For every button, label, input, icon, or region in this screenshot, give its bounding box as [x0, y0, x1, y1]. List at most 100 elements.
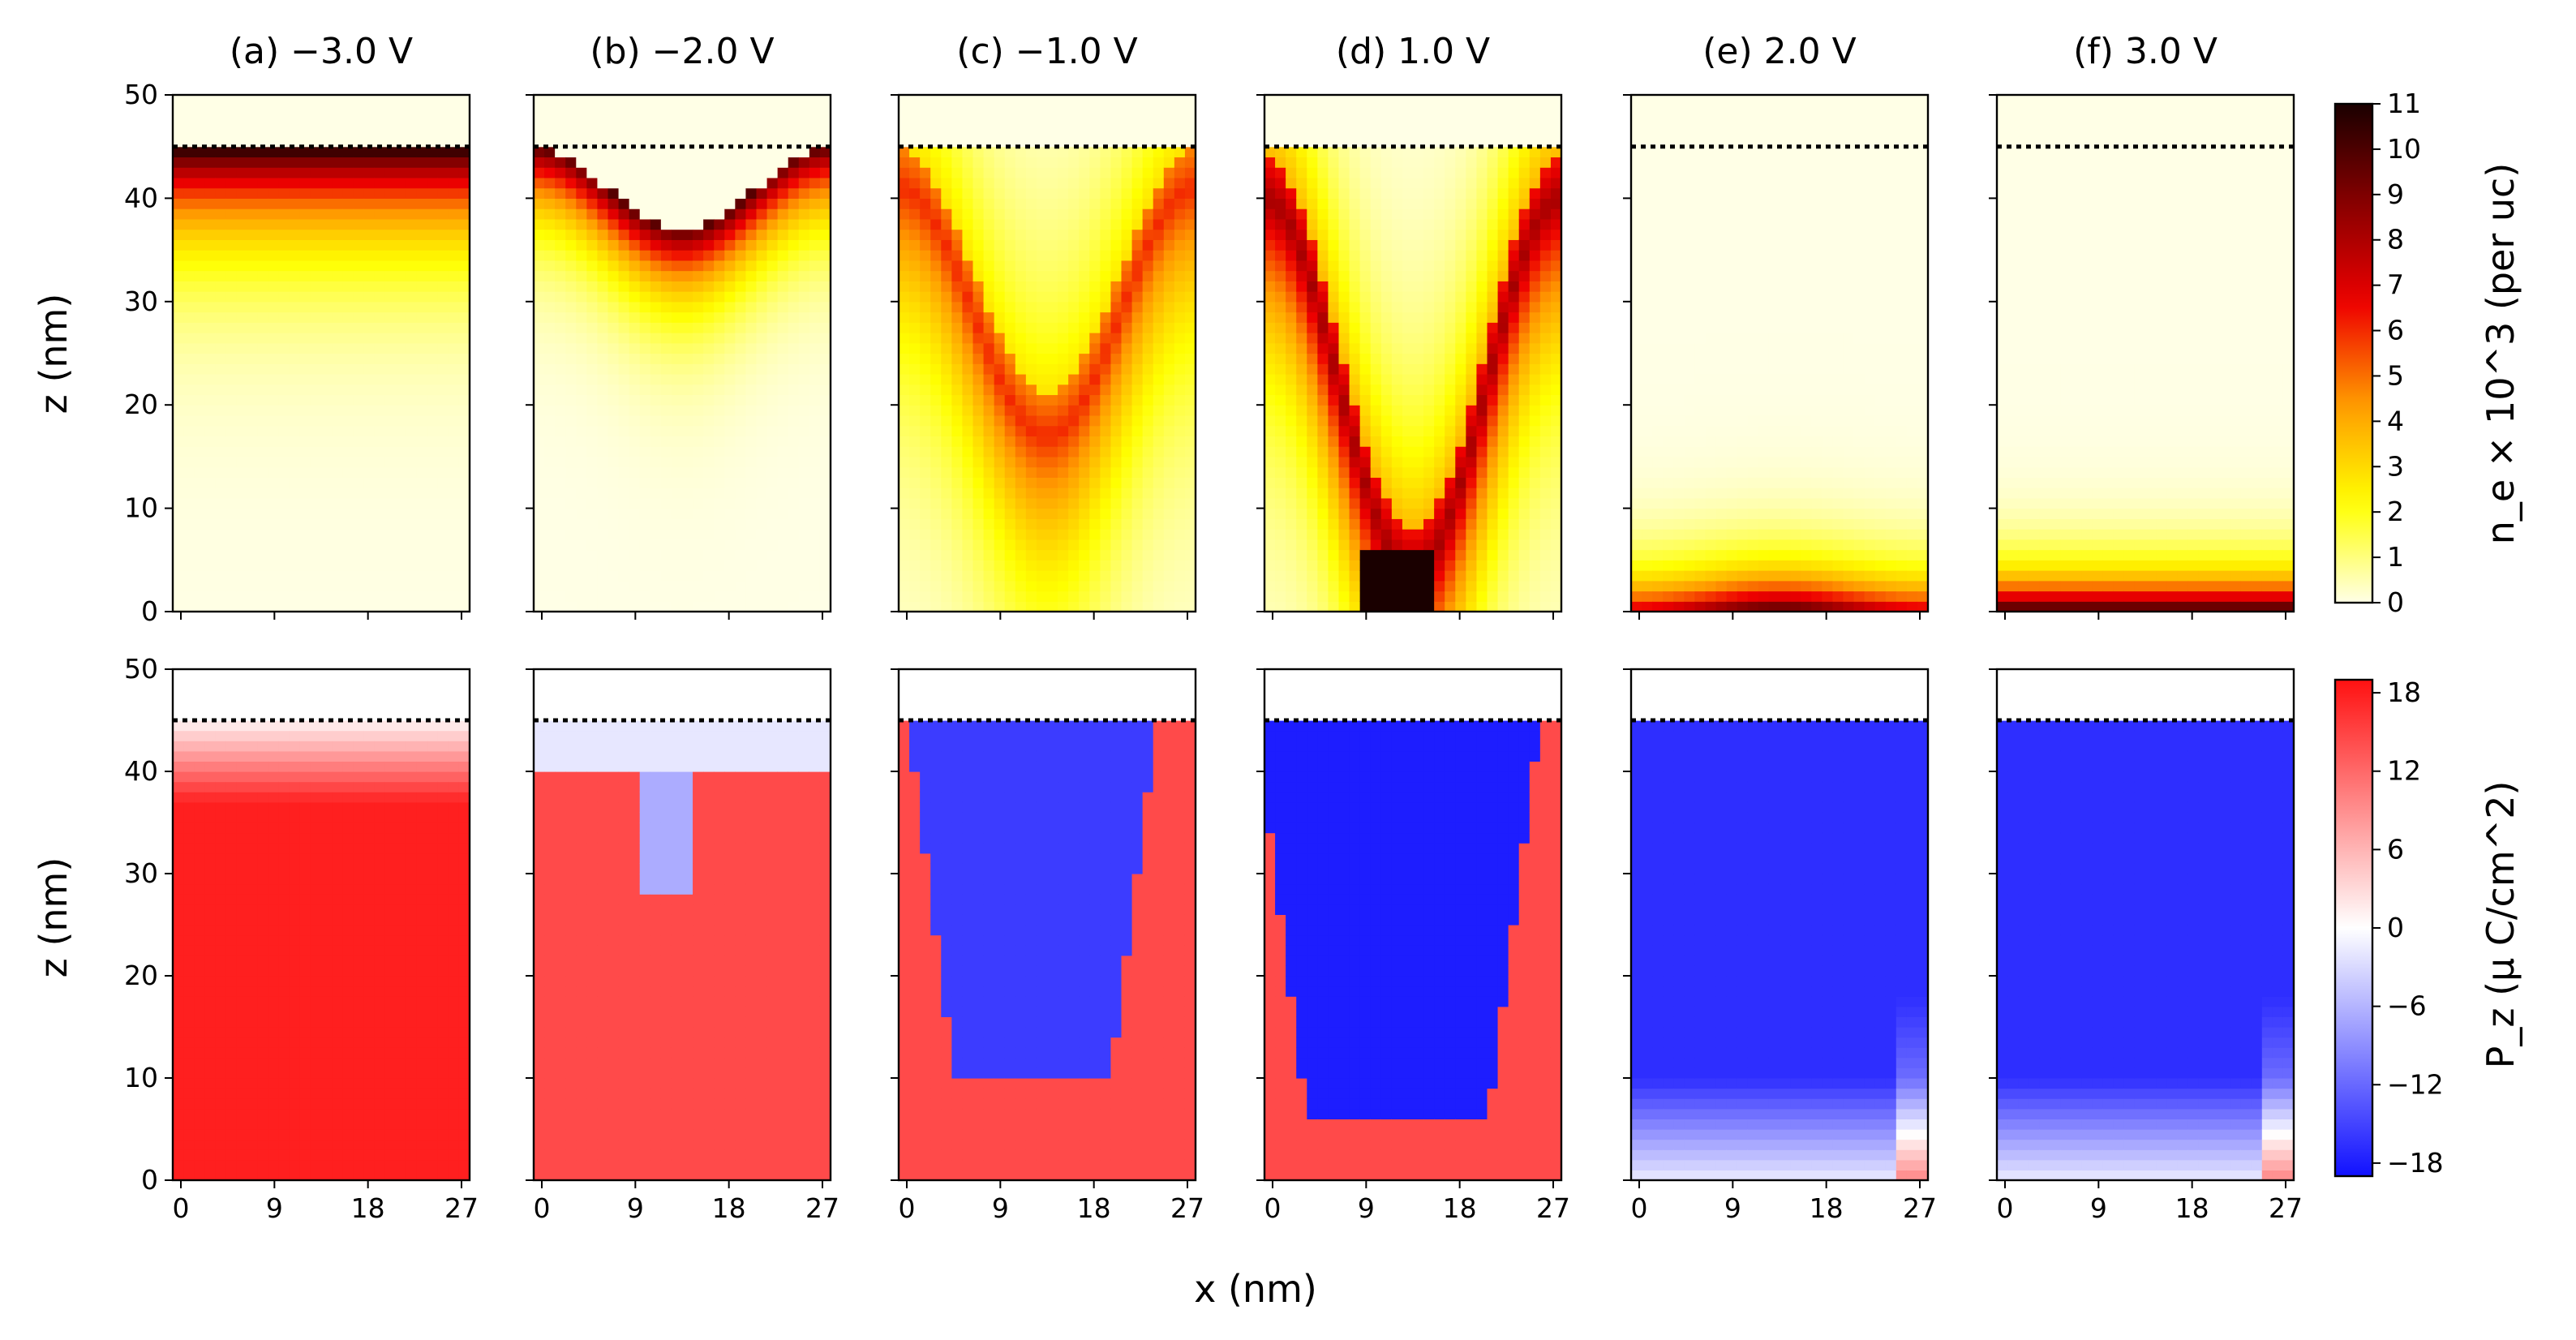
ne-cell [236, 260, 248, 272]
pz-cell [236, 801, 248, 813]
ne-cell [809, 311, 821, 323]
ne-cell [629, 560, 641, 571]
pz-cell [660, 1016, 672, 1028]
ne-cell [278, 539, 290, 551]
ne-cell [278, 549, 290, 560]
ne-cell [236, 394, 248, 406]
pz-cell [534, 1170, 545, 1181]
ne-cell [289, 229, 301, 240]
pz-cell [416, 883, 428, 895]
pz-cell [639, 1047, 651, 1059]
pz-cell [225, 1098, 238, 1110]
pz-cell [660, 904, 672, 915]
ne-cell [384, 250, 397, 261]
ne-cell [798, 487, 810, 499]
pz-cell [576, 955, 587, 966]
ne-cell [321, 311, 333, 323]
pz-cell [342, 894, 354, 905]
ne-cell [458, 414, 470, 427]
pz-cell [384, 750, 397, 762]
pz-cell [310, 894, 322, 905]
pz-cell [342, 914, 354, 926]
pz-cell [437, 679, 449, 690]
pz-cell [225, 894, 238, 905]
ne-cell [215, 342, 226, 354]
pz-cell [618, 1108, 630, 1119]
ne-cell [703, 539, 715, 551]
pz-cell [608, 669, 620, 681]
ne-cell [225, 405, 238, 416]
ne-cell [374, 105, 386, 117]
ne-cell [173, 126, 184, 137]
pz-cell [586, 801, 599, 813]
pz-cell [597, 720, 609, 732]
pz-cell [608, 996, 620, 1007]
ne-cell [374, 384, 386, 396]
ne-cell [534, 580, 545, 592]
pz-cell [395, 1159, 407, 1170]
pz-cell [437, 710, 449, 721]
pz-cell [183, 1027, 195, 1038]
ne-cell [374, 456, 386, 468]
pz-cell [660, 853, 672, 864]
pz-cell [363, 853, 375, 864]
pz-cell [586, 1149, 599, 1161]
ne-cell [671, 157, 683, 168]
pz-cell [374, 822, 386, 834]
ne-cell [682, 146, 693, 158]
pz-cell [332, 1006, 343, 1017]
ne-cell [819, 167, 831, 178]
ne-cell [183, 115, 195, 127]
ne-cell [576, 270, 587, 281]
ne-cell [724, 539, 736, 551]
pz-cell [332, 1016, 343, 1028]
pz-cell [650, 955, 662, 966]
pz-cell [534, 1006, 545, 1017]
ne-cell [798, 301, 810, 313]
ne-cell [745, 353, 758, 364]
ne-cell [788, 322, 800, 333]
ne-cell [173, 270, 184, 281]
ne-cell [693, 342, 704, 354]
ne-cell [395, 135, 407, 148]
pz-cell [448, 1129, 460, 1140]
ne-cell [693, 95, 704, 106]
ne-cell [437, 291, 449, 303]
pz-cell [608, 934, 620, 946]
pz-cell [406, 781, 418, 792]
ne-cell [693, 456, 704, 468]
pz-cell [257, 689, 269, 701]
pz-cell [225, 1159, 238, 1170]
ne-cell [608, 126, 620, 137]
pz-cell [363, 761, 375, 772]
ne-cell [756, 342, 768, 354]
pz-cell [215, 1078, 226, 1089]
ne-cell [576, 177, 587, 189]
ne-cell [671, 322, 683, 333]
ne-cell [555, 591, 566, 602]
ne-cell [268, 425, 280, 437]
ne-cell [384, 466, 397, 478]
ne-cell [618, 177, 630, 189]
pz-cell [257, 1016, 269, 1028]
ne-cell [183, 239, 195, 251]
ne-cell [406, 95, 418, 106]
pz-cell [384, 822, 397, 834]
ne-cell [363, 446, 375, 457]
ne-cell [257, 146, 269, 158]
pz-cell [384, 925, 397, 936]
ne-cell [639, 394, 651, 406]
pz-cell [194, 965, 205, 977]
ne-cell [437, 591, 449, 602]
ne-cell [766, 466, 779, 478]
pz-cell [310, 710, 322, 721]
ne-cell [194, 281, 205, 292]
pz-cell [353, 1108, 364, 1119]
pz-cell [384, 730, 397, 741]
ne-cell [395, 353, 407, 364]
pz-cell [544, 792, 556, 803]
pz-cell [363, 1078, 375, 1089]
pz-cell [310, 976, 322, 987]
ne-cell [448, 456, 460, 468]
ne-cell [703, 281, 715, 292]
